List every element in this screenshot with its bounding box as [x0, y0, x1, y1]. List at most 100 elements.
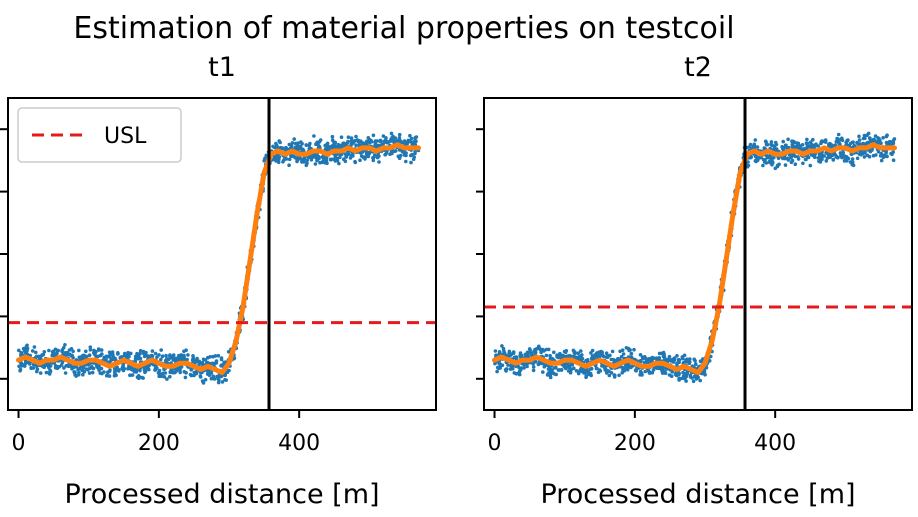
scatter-point	[551, 371, 556, 376]
scatter-point	[688, 357, 692, 361]
scatter-point	[216, 353, 221, 358]
scatter-point	[113, 370, 117, 374]
scatter-point	[364, 152, 369, 156]
legend-box	[17, 107, 182, 163]
scatter-point	[773, 166, 778, 171]
scatter-point	[570, 363, 575, 367]
scatter-point	[84, 349, 88, 354]
scatter-point	[600, 352, 604, 357]
scatter-point	[620, 371, 624, 375]
scatter-point	[552, 350, 556, 355]
scatter-point	[762, 160, 767, 164]
scatter-point	[660, 369, 664, 373]
scatter-point	[115, 365, 119, 370]
scatter-point	[63, 353, 67, 357]
scatter-point	[881, 155, 886, 160]
scatter-point	[598, 369, 603, 373]
scatter-point	[374, 144, 379, 148]
scatter-point	[517, 370, 521, 375]
scatter-point	[563, 350, 568, 355]
scatter-point	[846, 156, 851, 161]
scatter-point	[553, 366, 558, 370]
scatter-point	[572, 366, 576, 371]
scatter-point	[838, 142, 842, 147]
scatter-point	[137, 375, 142, 380]
subplot-t2: t2 0 200 400 Processed distance [m]	[476, 52, 913, 510]
scatter-point	[313, 162, 318, 166]
scatter-point	[629, 352, 634, 356]
scatter-point	[790, 139, 794, 143]
scatter-point	[781, 147, 785, 151]
scatter-point	[34, 354, 39, 359]
scatter-point	[571, 354, 576, 359]
scatter-point	[879, 151, 883, 156]
scatter-point	[23, 350, 28, 355]
scatter-point	[138, 351, 142, 356]
scatter-point	[822, 139, 827, 144]
scatter-point	[296, 143, 300, 148]
scatter-point	[605, 368, 610, 373]
scatter-point	[620, 348, 625, 353]
scatter-point	[892, 137, 897, 141]
scatter-point	[381, 134, 386, 138]
scatter-point	[753, 158, 758, 163]
scatter-point	[361, 141, 366, 145]
scatter-point	[542, 364, 547, 369]
scatter-point	[182, 353, 186, 358]
scatter-point	[323, 143, 328, 148]
scatter-point	[365, 139, 369, 144]
scatter-point	[669, 374, 674, 379]
scatter-point	[308, 141, 312, 146]
scatter-point	[301, 147, 305, 152]
xtick-label: 200	[614, 431, 656, 456]
scatter-point	[87, 353, 92, 358]
scatter-point	[568, 370, 573, 375]
scatter-point	[396, 154, 401, 159]
smooth-line	[492, 142, 897, 376]
scatter-point	[333, 140, 338, 145]
scatter-point	[62, 366, 66, 370]
scatter-point	[73, 373, 77, 377]
scatter-point	[346, 152, 351, 156]
scatter-point	[200, 360, 205, 365]
scatter-point	[354, 134, 358, 139]
scatter-point	[342, 141, 346, 145]
scatter-point	[585, 358, 590, 362]
scatter-point	[404, 159, 408, 164]
scatter-point	[889, 142, 893, 146]
scatter-point	[809, 152, 814, 157]
scatter-point	[327, 144, 331, 149]
xlabel-t2: Processed distance [m]	[540, 479, 855, 510]
scatter-point	[138, 349, 143, 353]
scatter-point	[94, 350, 98, 354]
scatter-point	[298, 144, 303, 149]
scatter-point	[138, 368, 142, 373]
plot-area-t1	[8, 98, 436, 410]
scatter-point	[173, 367, 178, 372]
ticks-t2: 0 200 400	[476, 128, 796, 456]
scatter-point	[579, 349, 583, 353]
scatter-point	[63, 371, 68, 375]
scatter-point	[863, 136, 867, 140]
scatter-point	[346, 139, 350, 144]
scatter-point	[186, 353, 190, 357]
scatter-point	[528, 348, 532, 353]
scatter-point	[820, 157, 824, 161]
scatter-point	[323, 160, 327, 165]
xtick-label: 0	[12, 431, 26, 456]
scatter-point	[47, 365, 51, 370]
scatter-point	[135, 351, 139, 356]
scatter-point	[143, 367, 148, 371]
scatter-point	[879, 158, 884, 163]
scatter-point	[607, 373, 612, 378]
scatter-point	[102, 370, 106, 374]
scatter-point	[293, 145, 298, 150]
scatter-point	[691, 379, 696, 384]
scatter-point	[77, 366, 82, 371]
scatter-point	[834, 155, 838, 159]
scatter-point	[287, 157, 292, 162]
scatter-point	[377, 160, 381, 164]
scatter-point	[109, 358, 113, 363]
scatter-point	[508, 367, 513, 371]
scatter-point	[891, 150, 895, 154]
